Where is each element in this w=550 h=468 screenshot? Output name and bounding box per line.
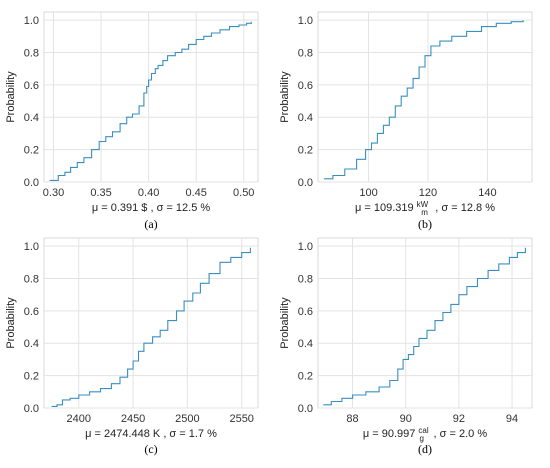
sigma-value: , σ = 12.8 % [432,202,495,214]
plot-area [317,237,533,409]
y-tick-label: 0.2 [24,145,39,157]
mean-value: μ = 90.997 [363,428,416,440]
x-tick-label: 0.40 [138,187,159,199]
cdf-series-line [49,21,252,181]
x-tick-label: 100 [359,187,377,199]
y-tick-label: 0.4 [298,112,313,124]
y-tick-label: 0.8 [298,273,313,285]
x-tick-label: 92 [453,413,465,425]
mean-value: μ = 2474.448 K [85,428,161,440]
y-tick-label: 0.0 [298,177,313,189]
y-tick-label: 0.4 [24,112,39,124]
panel-caption: (c) [144,442,157,456]
x-tick-label: 88 [346,413,358,425]
y-axis-label: Probability [5,71,17,123]
x-tick-label: 140 [478,187,496,199]
sigma-value: , σ = 1.7 % [160,428,217,440]
y-tick-label: 0.4 [298,338,313,350]
x-tick-label: 0.45 [185,187,206,199]
x-tick-label: 94 [506,413,518,425]
y-axis-label: Probability [279,71,291,123]
y-tick-label: 1.0 [24,15,39,27]
summary-statistics: μ = 0.391 $ , σ = 12.5 % [92,202,211,214]
unit-numerator: cal [418,426,428,435]
panel-caption: (d) [418,442,432,456]
x-tick-label: 90 [400,413,412,425]
panel-d: 0.0 0.2 0.4 0.6 0.8 1.0 88 90 92 94 Probability μ =… [279,237,533,456]
cdf-series-line [51,247,251,407]
x-tick-label: 2550 [229,413,253,425]
y-tick-label: 0.8 [24,47,39,59]
summary-statistics: μ = 2474.448 K , σ = 1.7 % [85,428,217,440]
y-tick-label: 1.0 [298,241,313,253]
y-tick-label: 0.0 [298,403,313,415]
y-tick-label: 0.4 [24,338,39,350]
y-tick-label: 1.0 [298,15,313,27]
y-tick-label: 0.8 [24,273,39,285]
summary-statistics: μ = 109.319 kW m , σ = 12.8 % [355,200,495,217]
y-tick-label: 0.2 [298,371,313,383]
unit-denominator: g [419,434,423,443]
summary-statistics: μ = 90.997 cal g , σ = 2.0 % [363,426,487,443]
sigma-value: , σ = 12.5 % [147,202,210,214]
mean-value: μ = 109.319 [355,202,414,214]
panel-b: 0.0 0.2 0.4 0.6 0.8 1.0 100 120 140 Probability μ … [279,11,533,231]
y-axis-label: Probability [279,297,291,349]
y-tick-label: 0.6 [298,80,313,92]
panel-caption: (a) [144,217,157,231]
y-tick-label: 0.2 [298,145,313,157]
y-tick-label: 1.0 [24,241,39,253]
y-tick-label: 0.0 [24,403,39,415]
unit-numerator: kW [417,200,429,209]
unit-denominator: m [421,208,428,217]
x-tick-label: 0.35 [90,187,111,199]
y-tick-label: 0.2 [24,371,39,383]
y-tick-label: 0.8 [298,47,313,59]
cdf-series-line [323,20,524,180]
cdf-series-line [323,247,526,406]
panel-c: 0.0 0.2 0.4 0.6 0.8 1.0 2400 2450 2500 2550 Probab… [5,237,259,456]
plot-area [317,11,533,183]
y-tick-label: 0.0 [24,177,39,189]
y-tick-label: 0.6 [24,306,39,318]
y-tick-label: 0.6 [298,306,313,318]
sigma-value: , σ = 2.0 % [430,428,487,440]
x-tick-label: 120 [419,187,437,199]
x-tick-label: 2500 [175,413,199,425]
plot-area [43,11,259,183]
x-tick-label: 0.30 [43,187,64,199]
x-tick-label: 0.50 [233,187,254,199]
plot-area [43,237,259,409]
panel-caption: (b) [418,217,432,231]
y-axis-label: Probability [5,297,17,349]
y-tick-label: 0.6 [24,80,39,92]
x-tick-label: 2400 [67,413,91,425]
mean-value: μ = 0.391 $ [92,202,148,214]
x-tick-label: 2450 [121,413,145,425]
panel-a: 0.0 0.2 0.4 0.6 0.8 1.0 0.30 0.35 0.40 0.45 0.50 Pr… [5,11,259,231]
